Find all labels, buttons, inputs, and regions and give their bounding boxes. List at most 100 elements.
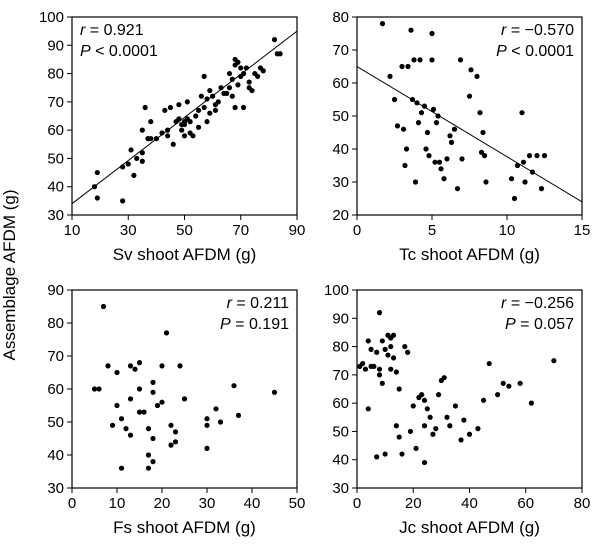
data-point xyxy=(383,451,388,456)
data-point xyxy=(459,156,464,161)
x-axis-label-sv: Sv shoot AFDM (g) xyxy=(113,245,257,264)
data-point xyxy=(114,403,119,408)
stat-p-fs: P = 0.191 xyxy=(220,316,289,333)
data-point xyxy=(159,130,164,135)
data-point xyxy=(455,186,460,191)
data-point xyxy=(408,429,413,434)
data-point xyxy=(146,466,151,471)
data-point xyxy=(518,381,523,386)
x-tick-label: 15 xyxy=(574,222,591,239)
data-point xyxy=(442,375,447,380)
stat-r-fs: r = 0.211 xyxy=(227,295,290,312)
data-point xyxy=(397,386,402,391)
data-point xyxy=(140,159,145,164)
data-point xyxy=(512,196,517,201)
data-point xyxy=(150,380,155,385)
data-point xyxy=(140,128,145,133)
stat-value: = 0.057 xyxy=(516,316,574,333)
data-point xyxy=(402,163,407,168)
data-point xyxy=(255,74,260,79)
data-point xyxy=(414,100,419,105)
y-axis-label: Assemblage AFDM (g) xyxy=(0,190,19,361)
data-point xyxy=(231,383,236,388)
data-point xyxy=(368,347,373,352)
data-point xyxy=(483,179,488,184)
y-tick-label: 70 xyxy=(332,42,349,59)
stat-value: = −0.256 xyxy=(506,295,574,312)
x-tick-label: 5 xyxy=(428,222,436,239)
x-tick-label: 10 xyxy=(499,222,516,239)
data-point xyxy=(148,136,153,141)
data-point xyxy=(377,367,382,372)
stat-p-sv: P < 0.0001 xyxy=(80,43,158,60)
data-point xyxy=(272,390,277,395)
data-point xyxy=(527,153,532,158)
y-tick-label: 60 xyxy=(47,122,64,139)
y-tick-label: 20 xyxy=(332,207,349,224)
x-tick-label: 50 xyxy=(176,222,193,239)
data-point xyxy=(134,156,139,161)
data-point xyxy=(168,105,173,110)
y-tick-label: 60 xyxy=(332,75,349,92)
stat-symbol: P xyxy=(80,43,91,60)
data-point xyxy=(218,419,223,424)
y-tick-label: 100 xyxy=(39,9,64,26)
data-point xyxy=(148,119,153,124)
data-point xyxy=(447,423,452,428)
y-tick-label: 30 xyxy=(332,174,349,191)
data-point xyxy=(419,110,424,115)
stat-value: < 0.0001 xyxy=(507,43,574,60)
x-tick-label: 50 xyxy=(289,495,306,512)
y-tick-label: 80 xyxy=(332,9,349,26)
data-point xyxy=(509,176,514,181)
data-point xyxy=(425,130,430,135)
data-point xyxy=(105,363,110,368)
data-point xyxy=(150,436,155,441)
x-tick-label: 60 xyxy=(517,495,534,512)
data-point xyxy=(467,94,472,99)
data-point xyxy=(453,403,458,408)
stat-p-jc: P = 0.057 xyxy=(505,316,574,333)
data-point xyxy=(429,31,434,36)
data-point xyxy=(374,454,379,459)
data-point xyxy=(128,433,133,438)
data-point xyxy=(402,344,407,349)
stat-value: < 0.0001 xyxy=(91,43,158,60)
data-point xyxy=(202,105,207,110)
x-tick-label: 20 xyxy=(154,495,171,512)
data-point xyxy=(114,370,119,375)
y-tick-label: 90 xyxy=(332,310,349,327)
stat-p-tc: P < 0.0001 xyxy=(496,43,574,60)
y-tick-label: 50 xyxy=(47,414,64,431)
data-point xyxy=(397,434,402,439)
data-point xyxy=(519,110,524,115)
data-point xyxy=(92,386,97,391)
stat-r-tc: r = −0.570 xyxy=(501,22,574,39)
data-point xyxy=(199,94,204,99)
data-point xyxy=(401,127,406,132)
data-point xyxy=(146,426,151,431)
data-point xyxy=(399,64,404,69)
data-point xyxy=(210,94,215,99)
data-point xyxy=(141,410,146,415)
x-axis-label-fs: Fs shoot AFDM (g) xyxy=(113,518,256,537)
data-point xyxy=(165,128,170,133)
data-point xyxy=(481,398,486,403)
data-point xyxy=(506,384,511,389)
data-point xyxy=(96,386,101,391)
x-tick-label: 0 xyxy=(353,495,361,512)
y-tick-label: 50 xyxy=(332,423,349,440)
y-tick-label: 80 xyxy=(332,339,349,356)
data-point xyxy=(452,127,457,132)
data-point xyxy=(193,113,198,118)
data-point xyxy=(530,170,535,175)
data-point xyxy=(261,68,266,73)
data-point xyxy=(230,94,235,99)
panel-tc: 0 5 10 15 20 30 40 50 60 70 80 Tc shoot AFDM (g) r =… xyxy=(332,9,590,264)
data-point xyxy=(422,460,427,465)
data-point xyxy=(388,367,393,372)
data-point xyxy=(173,429,178,434)
data-point xyxy=(196,125,201,130)
data-point xyxy=(435,113,440,118)
